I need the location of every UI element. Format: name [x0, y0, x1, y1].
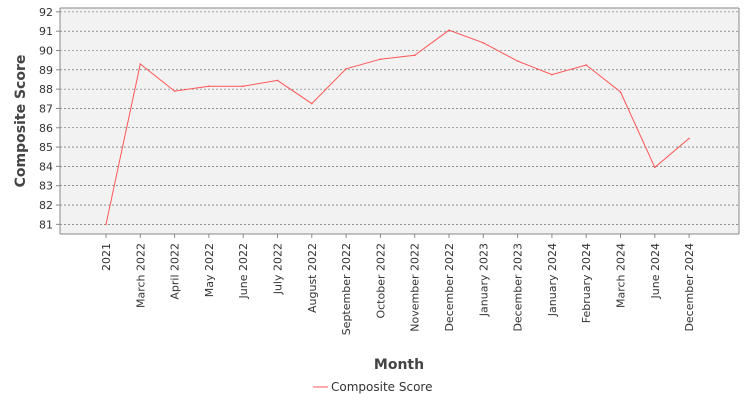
legend-label: Composite Score [331, 380, 432, 394]
x-tick-label: September 2022 [340, 243, 353, 335]
x-axis-title: Month [374, 357, 424, 373]
x-tick-label: June 2022 [237, 243, 250, 299]
data-point [242, 85, 244, 88]
y-tick-label: 84 [39, 160, 53, 173]
y-tick-label: 82 [39, 199, 53, 212]
y-tick-label: 88 [39, 83, 53, 96]
y-tick-label: 81 [39, 218, 53, 231]
x-axis-ticks: 2021 March 2022 April 2022 May 2022 June 202… [100, 234, 696, 335]
y-axis-title: Composite Score [13, 55, 29, 188]
x-tick-label: December 2022 [443, 243, 456, 332]
data-point [619, 91, 622, 93]
data-point [688, 137, 690, 140]
x-tick-label: August 2022 [306, 243, 319, 313]
x-tick-label: May 2022 [203, 243, 216, 297]
x-tick-label: December 2023 [512, 243, 525, 332]
data-point [551, 73, 553, 76]
x-tick-label: March 2024 [615, 243, 628, 308]
data-point [413, 54, 416, 57]
legend: Composite Score [313, 380, 432, 394]
x-tick-label: October 2022 [374, 243, 387, 319]
data-point [208, 85, 210, 88]
x-tick-label: 2021 [100, 243, 113, 271]
y-tick-label: 90 [39, 44, 53, 57]
y-tick-label: 92 [39, 6, 53, 19]
series-line-composite-score [105, 29, 690, 225]
data-point [139, 63, 142, 65]
x-tick-label: January 2023 [477, 243, 490, 317]
data-point [482, 41, 485, 44]
series-group [105, 29, 690, 226]
x-tick-label: November 2022 [409, 243, 422, 332]
data-point [516, 60, 519, 62]
data-point [448, 29, 450, 32]
x-tick-label: February 2024 [580, 243, 593, 323]
data-point [276, 79, 279, 82]
data-point [345, 68, 347, 70]
data-point [173, 90, 176, 92]
data-point [379, 58, 382, 60]
plot-area [60, 8, 739, 234]
y-axis-ticks: 81 82 83 84 85 86 87 88 89 90 91 92 [39, 6, 60, 231]
y-tick-label: 87 [39, 102, 53, 115]
data-point [654, 166, 656, 169]
grid-lines [60, 11, 739, 225]
y-tick-label: 85 [39, 141, 53, 154]
y-tick-label: 89 [39, 64, 53, 77]
x-tick-label: June 2024 [649, 243, 662, 299]
data-point [105, 223, 107, 226]
x-tick-label: December 2024 [683, 243, 696, 332]
x-tick-label: January 2024 [546, 243, 559, 317]
x-tick-label: April 2022 [169, 243, 182, 300]
y-tick-label: 91 [39, 25, 53, 38]
y-tick-label: 86 [39, 122, 53, 135]
data-point [585, 64, 587, 66]
y-tick-label: 83 [39, 180, 53, 193]
data-point [311, 102, 313, 105]
x-tick-label: March 2022 [134, 243, 147, 308]
x-tick-label: July 2022 [272, 243, 285, 295]
